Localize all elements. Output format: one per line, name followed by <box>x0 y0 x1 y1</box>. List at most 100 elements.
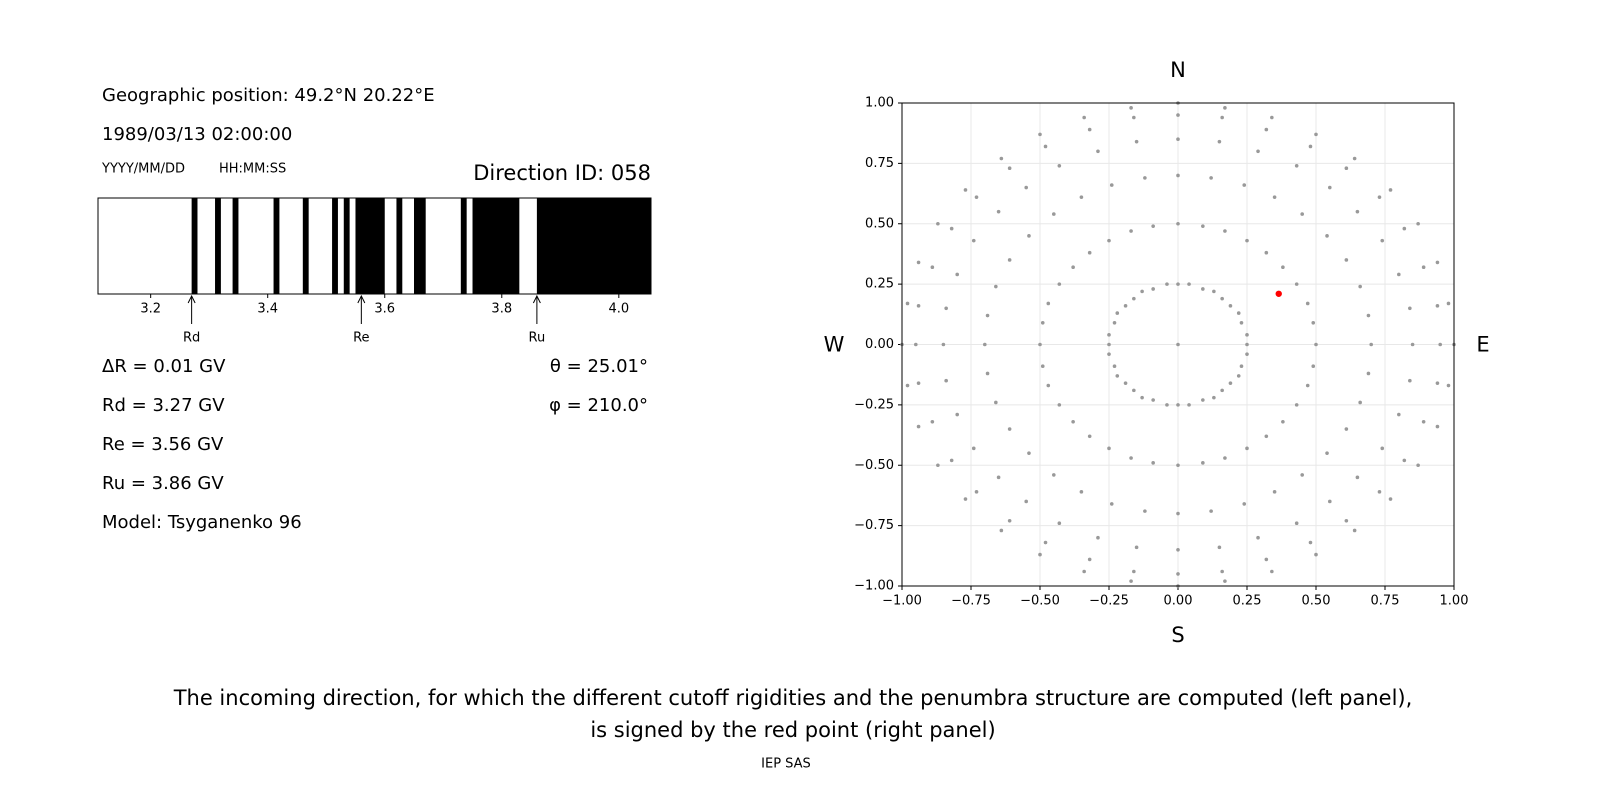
point <box>1366 371 1371 376</box>
x-tick-label: −0.25 <box>1089 594 1129 609</box>
point <box>1024 185 1028 190</box>
position: Geographic position: 49.2°N 20.22°E <box>102 85 435 106</box>
point <box>1220 115 1224 120</box>
forbidden-band <box>215 198 221 294</box>
point <box>1140 395 1144 400</box>
point <box>1107 352 1111 356</box>
point <box>1027 451 1031 455</box>
x-tick-label: 0.25 <box>1233 594 1262 609</box>
point <box>916 424 921 429</box>
point <box>1416 221 1420 226</box>
direction-label: S <box>1171 623 1184 647</box>
point <box>1107 333 1111 337</box>
point <box>1314 552 1318 557</box>
info-line: Ru = 3.86 GV <box>102 473 224 494</box>
point <box>1176 221 1180 226</box>
point <box>1435 424 1440 429</box>
point <box>1057 282 1062 286</box>
point <box>1212 395 1216 400</box>
point <box>1212 289 1216 294</box>
forbidden-band <box>472 198 520 294</box>
point <box>1421 419 1426 424</box>
forbidden-band <box>396 198 403 294</box>
point <box>1052 212 1056 216</box>
point <box>1046 301 1051 306</box>
point <box>1007 166 1012 171</box>
point <box>1129 229 1133 233</box>
point <box>994 284 998 289</box>
point <box>955 272 959 277</box>
x-tick-label: 3.6 <box>374 302 395 317</box>
point <box>916 304 921 308</box>
point <box>1408 378 1412 383</box>
point <box>1079 490 1084 494</box>
point <box>1038 342 1042 347</box>
point <box>1132 115 1136 120</box>
point <box>1223 229 1227 233</box>
point <box>1096 149 1100 154</box>
point <box>1107 238 1111 243</box>
point <box>1377 490 1382 494</box>
point <box>1281 265 1285 270</box>
point <box>1201 287 1205 291</box>
point <box>1151 224 1155 228</box>
x-tick-label: 4.0 <box>608 302 629 317</box>
angle: φ = 210.0° <box>549 395 648 416</box>
point <box>1112 364 1117 369</box>
point <box>1052 473 1056 477</box>
point <box>1187 282 1191 286</box>
point <box>963 188 968 192</box>
point <box>1087 250 1092 255</box>
point <box>1300 212 1304 216</box>
marker-arrowhead <box>187 294 196 304</box>
point <box>1057 403 1062 407</box>
y-tick-label: 0.75 <box>865 156 894 171</box>
point <box>1129 106 1133 110</box>
y-tick-label: −0.25 <box>854 397 894 412</box>
point <box>1217 139 1222 144</box>
point <box>1416 463 1420 468</box>
point <box>1082 569 1086 574</box>
point <box>914 342 918 347</box>
point <box>1143 509 1147 513</box>
point <box>1046 383 1051 388</box>
point <box>1201 461 1205 465</box>
point <box>1109 183 1114 187</box>
point <box>1377 195 1382 199</box>
point <box>1209 176 1213 180</box>
direction-id: Direction ID: 058 <box>473 161 651 185</box>
point <box>1366 313 1371 318</box>
x-tick-label: 3.8 <box>491 302 512 317</box>
point <box>1165 403 1169 407</box>
point <box>971 446 976 451</box>
point <box>1140 289 1144 294</box>
point <box>1344 166 1349 171</box>
forbidden-band <box>332 198 338 294</box>
point <box>974 490 979 494</box>
point <box>1176 572 1180 576</box>
caption: is signed by the red point (right panel) <box>590 718 995 742</box>
point <box>1079 195 1084 199</box>
point <box>1071 419 1075 424</box>
point <box>1132 569 1136 574</box>
footer: IEP SAS <box>761 757 811 772</box>
point <box>1151 398 1155 402</box>
point <box>1256 535 1260 540</box>
point <box>1134 139 1139 144</box>
direction-label: E <box>1476 333 1489 357</box>
point <box>1264 127 1269 132</box>
point <box>916 260 921 265</box>
point <box>1087 434 1092 439</box>
point <box>1176 282 1180 286</box>
y-tick-label: 0.25 <box>865 277 894 292</box>
point <box>1344 427 1349 431</box>
point <box>985 371 990 376</box>
point <box>1311 364 1316 369</box>
point <box>1040 364 1045 369</box>
point <box>1294 403 1299 407</box>
marker-label: Rd <box>183 331 200 346</box>
point <box>1024 499 1028 504</box>
angle: θ = 25.01° <box>550 356 648 377</box>
point <box>1176 137 1180 142</box>
point <box>1007 427 1012 431</box>
